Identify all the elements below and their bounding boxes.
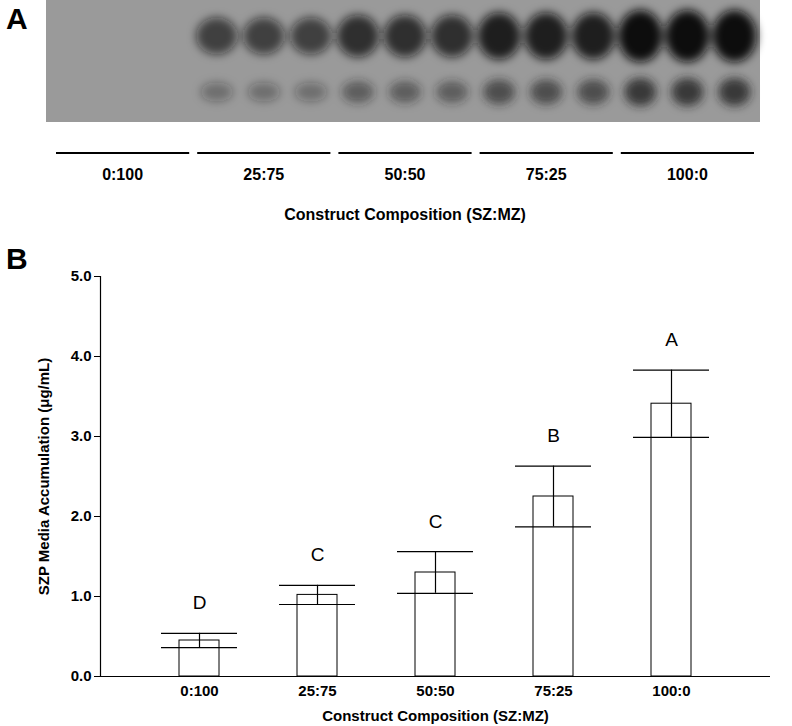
- svg-text:25:75: 25:75: [298, 682, 336, 699]
- svg-text:100:0: 100:0: [667, 166, 708, 183]
- svg-text:0.0: 0.0: [71, 667, 92, 684]
- svg-text:25:75: 25:75: [243, 166, 284, 183]
- svg-text:1.0: 1.0: [71, 587, 92, 604]
- svg-text:75:25: 75:25: [534, 682, 572, 699]
- html-text:A: A: [6, 2, 28, 35]
- svg-text:A: A: [665, 329, 678, 350]
- svg-text:Construct Composition (SZ:MZ): Construct Composition (SZ:MZ): [322, 707, 549, 724]
- svg-text:D: D: [193, 592, 207, 613]
- svg-text:100:0: 100:0: [652, 682, 690, 699]
- svg-text:0:100: 0:100: [102, 166, 143, 183]
- svg-text:C: C: [311, 544, 325, 565]
- svg-text:B: B: [547, 425, 560, 446]
- svg-text:50:50: 50:50: [385, 166, 426, 183]
- svg-text:2.0: 2.0: [71, 507, 92, 524]
- svg-text:75:25: 75:25: [526, 166, 567, 183]
- svg-text:Construct Composition (SZ:MZ): Construct Composition (SZ:MZ): [284, 206, 526, 223]
- html-text:B: B: [6, 242, 28, 275]
- svg-text:C: C: [429, 511, 443, 532]
- svg-text:50:50: 50:50: [416, 682, 454, 699]
- svg-text:3.0: 3.0: [71, 427, 92, 444]
- svg-text:0:100: 0:100: [180, 682, 218, 699]
- svg-text:4.0: 4.0: [71, 347, 92, 364]
- svg-text:SZP Media Accumulation (μg/mL): SZP Media Accumulation (μg/mL): [35, 358, 52, 596]
- svg-text:5.0: 5.0: [71, 267, 92, 284]
